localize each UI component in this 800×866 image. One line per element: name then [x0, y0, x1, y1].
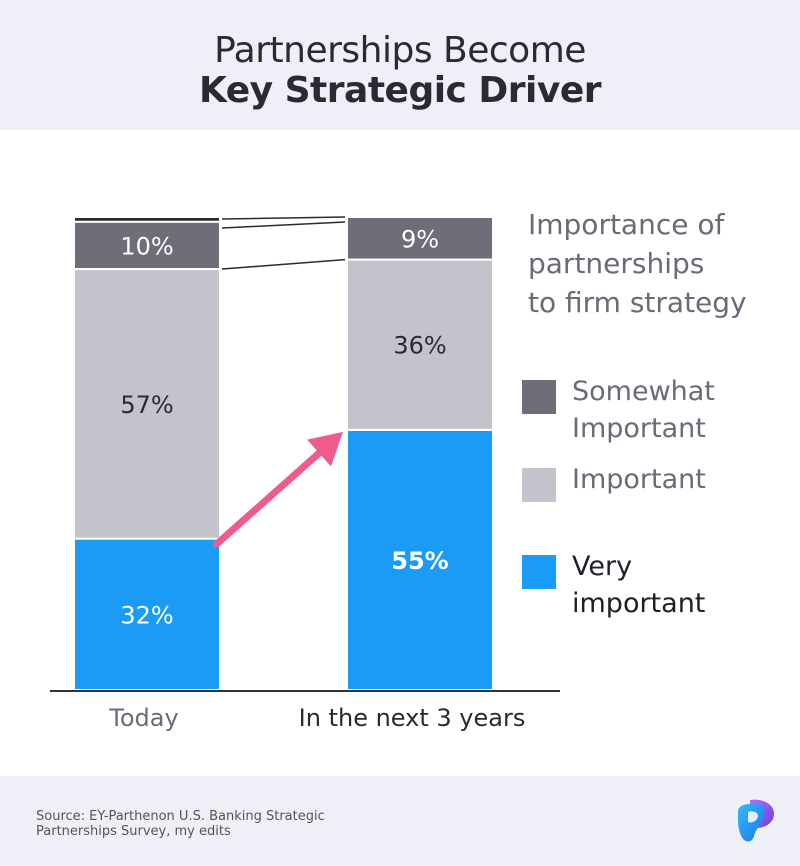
growth-arrow-head: [307, 431, 343, 467]
data-label: 55%: [391, 547, 448, 575]
bar-segment: [346, 216, 494, 261]
source-note: Source: EY-Parthenon U.S. Banking Strate…: [36, 809, 456, 839]
source-line: Partnerships Survey, my edits: [36, 824, 231, 839]
legend-label: Very important: [572, 548, 800, 622]
connector-line: [221, 258, 346, 270]
data-label: 10%: [120, 232, 173, 260]
growth-arrow: [212, 449, 323, 549]
connector-line: [221, 216, 346, 220]
bar-segment: [73, 220, 221, 271]
x-tick-label: Today: [108, 704, 178, 732]
bar-segment: [346, 258, 494, 431]
legend-swatch: [522, 380, 556, 414]
legend-swatch: [522, 468, 556, 502]
chart-title-line-2: Key Strategic Driver: [198, 70, 602, 111]
header-band: Partnerships Become Key Strategic Driver: [0, 0, 800, 130]
legend-label-line: Somewhat: [572, 376, 715, 407]
legend-label: Important: [572, 461, 800, 498]
legend-label: Somewhat Important: [572, 373, 800, 447]
legend-label-line: Important: [572, 413, 706, 444]
x-tick-label: In the next 3 years: [299, 704, 526, 732]
legend-label-line: Very: [572, 551, 633, 582]
legend-title-line: partnerships: [528, 247, 705, 280]
legend-title-line: to firm strategy: [528, 286, 747, 319]
legend-swatch: [522, 555, 556, 589]
legend-title: Importance of partnerships to firm strat…: [528, 205, 788, 322]
bar-segment: [73, 537, 221, 692]
data-label: 9%: [401, 225, 439, 253]
data-label: 57%: [120, 391, 173, 419]
legend-label-line: Important: [572, 464, 706, 495]
connector-line: [221, 221, 346, 229]
data-label: 32%: [120, 601, 173, 629]
bar-segment: [73, 216, 221, 223]
footer-band: Source: EY-Parthenon U.S. Banking Strate…: [0, 776, 800, 866]
data-label: 36%: [393, 332, 446, 360]
brand-logo-icon: [738, 799, 774, 842]
bar-segment: [73, 268, 221, 540]
source-line: Source: EY-Parthenon U.S. Banking Strate…: [36, 809, 325, 824]
legend-title-line: Importance of: [528, 208, 725, 241]
chart-title-line-1: Partnerships Become: [214, 30, 586, 71]
legend-label-line: important: [572, 588, 706, 619]
